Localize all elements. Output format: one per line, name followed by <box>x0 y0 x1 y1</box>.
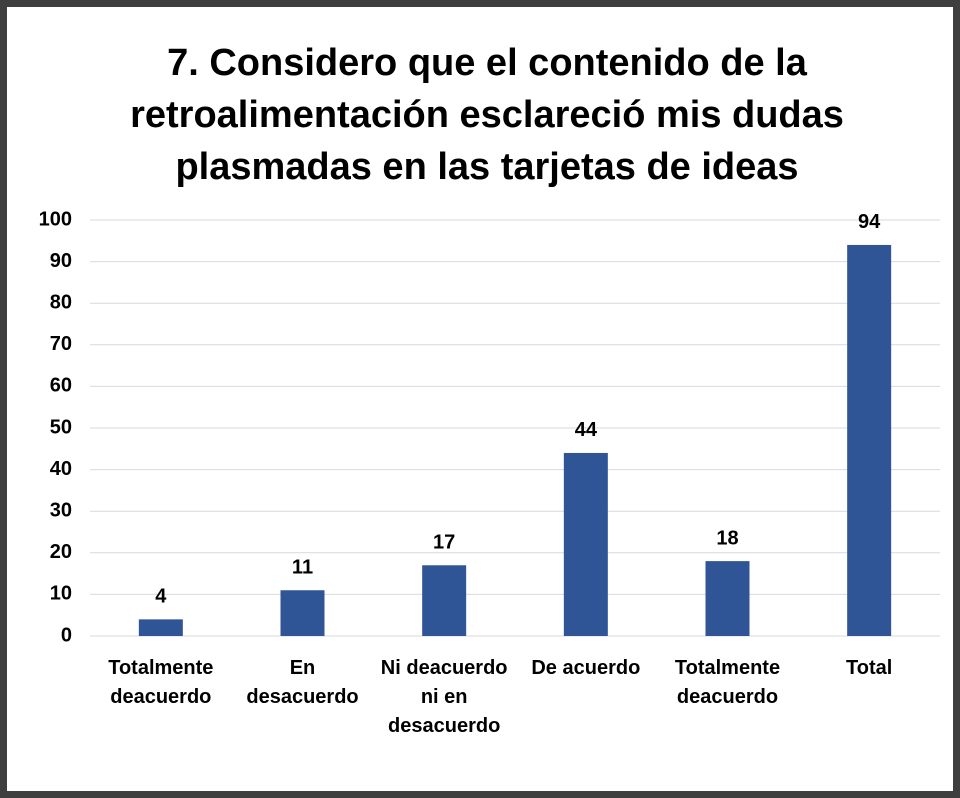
data-label: 18 <box>716 527 738 549</box>
x-tick-label: En desacuerdo <box>246 657 359 708</box>
x-tick-label: Ni deacuerdo ni en desacuerdo <box>380 657 508 737</box>
x-tick-label: De acuerdo <box>531 657 641 679</box>
data-label: 17 <box>433 532 455 554</box>
bar <box>280 590 325 636</box>
data-label: 94 <box>858 211 881 233</box>
bar <box>563 452 608 636</box>
y-tick-label: 100 <box>39 208 72 230</box>
y-tick-label: 0 <box>61 624 72 646</box>
data-label: 44 <box>575 419 598 441</box>
data-label: 11 <box>292 557 313 579</box>
x-tick-label: Totalmente deacuerdo <box>674 657 781 708</box>
bar <box>422 565 467 636</box>
bar <box>138 619 183 636</box>
y-tick-label: 80 <box>50 291 72 313</box>
data-label: 4 <box>155 586 167 608</box>
x-tick-label: Totalmente deacuerdo <box>108 657 214 708</box>
y-tick-label: 30 <box>50 499 72 521</box>
y-tick-label: 70 <box>50 333 72 355</box>
y-tick-label: 50 <box>50 416 72 438</box>
y-tick-label: 20 <box>50 541 72 563</box>
y-tick-label: 10 <box>50 583 72 605</box>
y-tick-label: 60 <box>50 375 72 397</box>
bar <box>847 244 892 636</box>
y-tick-label: 40 <box>50 458 72 480</box>
x-tick-label: Total <box>846 657 893 679</box>
bar <box>705 561 750 636</box>
chart: 0 10 20 30 40 50 60 70 80 90 100 4 11 17 44 18 94 <box>39 208 940 646</box>
chart-title: 7. Considero que el contenido de la retr… <box>130 42 844 188</box>
y-tick-label: 90 <box>50 250 72 272</box>
